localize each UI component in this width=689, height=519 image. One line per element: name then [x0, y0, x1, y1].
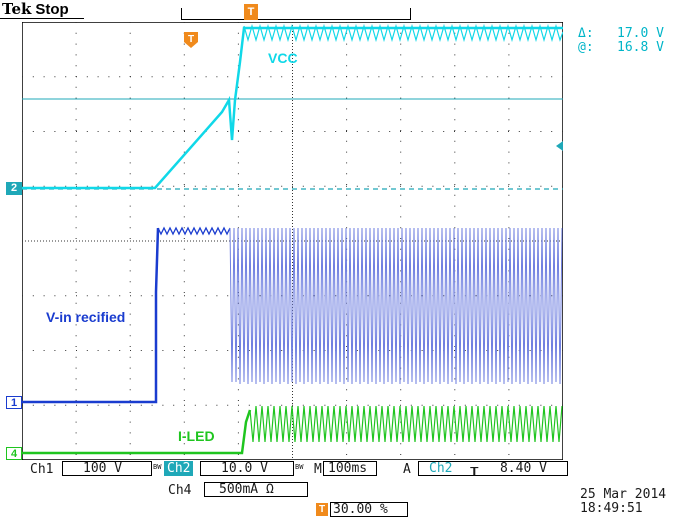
- at-label: @:: [578, 40, 594, 55]
- iled-switching-waveform: [249, 405, 563, 443]
- trigger-mode: A: [403, 462, 411, 477]
- trigger-t-icon: T: [184, 32, 198, 48]
- date: 25 Mar 2014: [580, 487, 667, 502]
- vin-switching-waveform: [229, 227, 563, 385]
- ch2-ground-marker[interactable]: 2: [6, 182, 22, 195]
- header-underline: [0, 18, 84, 19]
- ch1-scale: 100 V: [83, 461, 123, 476]
- trigger-slope-icon: ┰: [470, 461, 479, 476]
- trigger-source: Ch2: [429, 461, 453, 476]
- timebase-box[interactable]: 100ms: [323, 461, 377, 476]
- ch2-scale: 10.0 V: [221, 461, 268, 476]
- ch2-label[interactable]: Ch2: [164, 461, 194, 476]
- record-view-bar: [181, 8, 411, 20]
- acquisition-state: Stop: [35, 1, 69, 18]
- trigger-point-marker[interactable]: T: [184, 32, 198, 48]
- vcc-ripple: [243, 23, 563, 43]
- ch1-bw-indicator: BW: [153, 463, 162, 471]
- vin-baseline: [22, 227, 160, 404]
- brand-label: Tek: [2, 0, 32, 18]
- trigger-t-glyph: T: [188, 34, 194, 45]
- trigger-box[interactable]: Ch2 ┰ 8.40 V: [418, 461, 568, 476]
- ch1-ground-marker[interactable]: 1: [6, 396, 22, 409]
- iled-baseline: [22, 409, 252, 455]
- ch4-scale-box[interactable]: 500mA Ω: [204, 482, 308, 497]
- tek-brand-stop: Tek Stop: [2, 0, 84, 18]
- vcc-waveform: [22, 26, 563, 190]
- timebase: 100ms: [328, 461, 368, 476]
- timebase-prefix: M: [314, 462, 322, 477]
- vcc-label: VCC: [268, 50, 298, 66]
- trigger-level-arrow-icon[interactable]: [556, 141, 563, 151]
- trigger-level: 8.40 V: [499, 461, 547, 476]
- ch4-ground-marker[interactable]: 4: [6, 447, 22, 460]
- ch4-scale: 500mA Ω: [219, 482, 274, 497]
- center-axes: [22, 22, 563, 460]
- iled-label: I-LED: [178, 428, 215, 444]
- at-value: 16.8 V: [617, 40, 664, 55]
- ch1-scale-box[interactable]: 100 V: [62, 461, 152, 476]
- delta-value: 17.0 V: [617, 26, 664, 41]
- vin-label: V-in recified: [46, 309, 126, 325]
- ch2-scale-box[interactable]: 10.0 V: [200, 461, 294, 476]
- trigger-position-box[interactable]: 30.00 %: [330, 502, 408, 517]
- trigger-position-marker-top: T: [244, 4, 258, 20]
- trigger-position-marker-bottom: T: [316, 503, 328, 516]
- ch1-label[interactable]: Ch1: [30, 462, 54, 477]
- time: 18:49:51: [580, 501, 643, 516]
- oscilloscope-graticule: [22, 22, 563, 460]
- delta-label: Δ:: [578, 26, 594, 41]
- trigger-position: 30.00 %: [333, 502, 388, 517]
- ch4-label[interactable]: Ch4: [168, 483, 192, 498]
- ch2-bw-indicator: BW: [295, 463, 304, 471]
- vin-top-ripple: [157, 226, 231, 236]
